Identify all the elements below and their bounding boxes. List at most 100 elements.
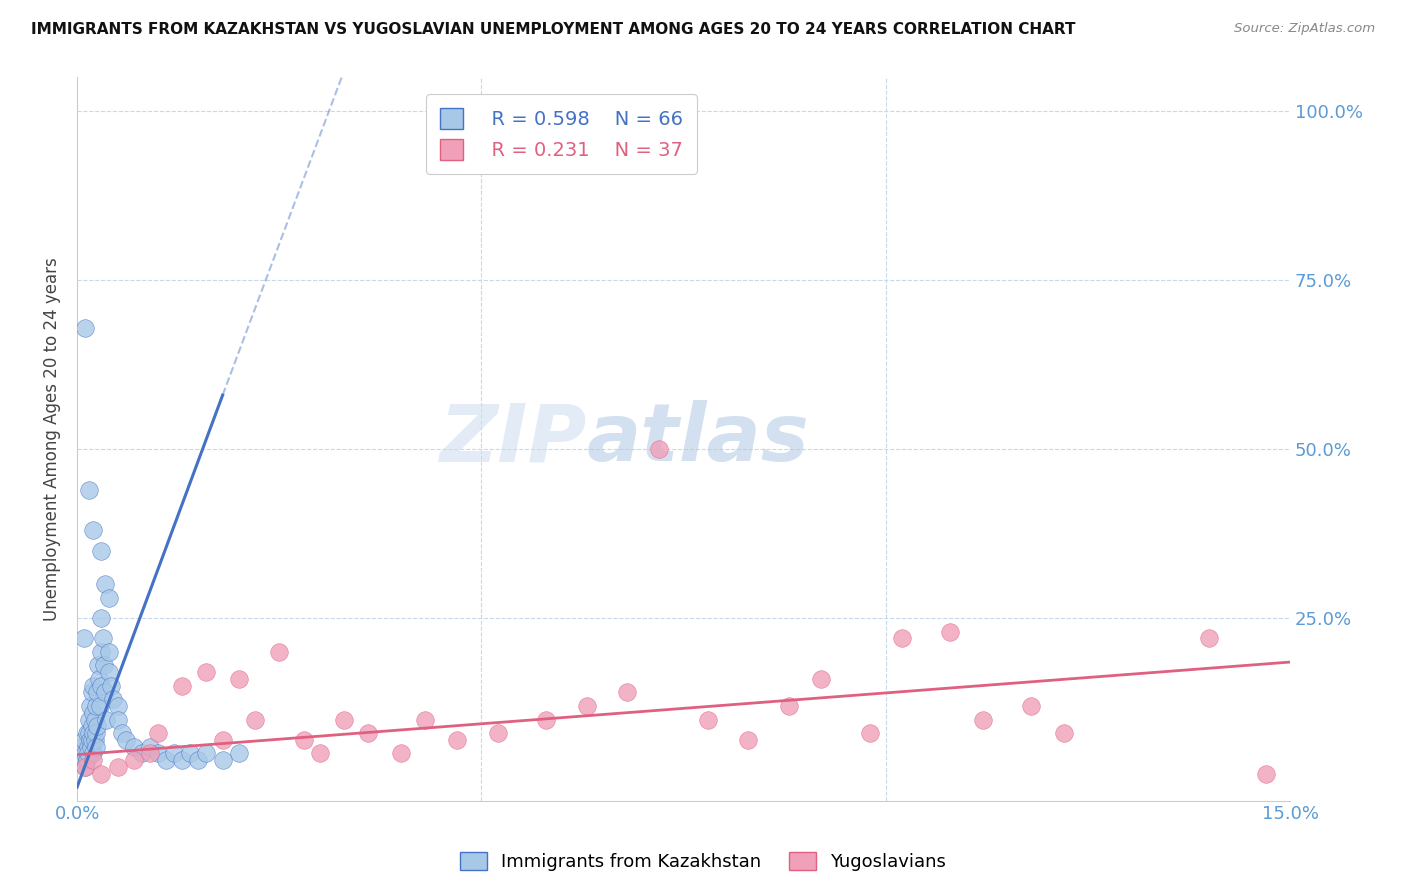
Point [1198, 632, 1220, 646]
Legend:   R = 0.598    N = 66,   R = 0.231    N = 37: R = 0.598 N = 66, R = 0.231 N = 37 [426, 95, 696, 174]
Point [98, 645, 121, 659]
Point [333, 713, 356, 727]
Text: Source: ZipAtlas.com: Source: ZipAtlas.com [1234, 22, 1375, 36]
Point [446, 732, 468, 747]
Point [80, 719, 103, 733]
Point [75, 747, 97, 761]
Point [90, 645, 112, 659]
Point [737, 732, 759, 747]
Point [86, 685, 108, 699]
Point [357, 726, 380, 740]
Point [98, 665, 121, 680]
Point [91, 632, 114, 646]
Point [87, 658, 110, 673]
Point [114, 732, 136, 747]
Point [84, 698, 107, 713]
Point [139, 747, 162, 761]
Point [1019, 698, 1042, 713]
Point [90, 766, 112, 780]
Point [77, 483, 100, 497]
Point [107, 760, 129, 774]
Point [76, 739, 98, 754]
Text: atlas: atlas [586, 400, 810, 478]
Point [858, 726, 880, 740]
Point [90, 543, 112, 558]
Point [179, 747, 201, 761]
Point [94, 577, 117, 591]
Point [75, 760, 97, 774]
Point [139, 739, 162, 754]
Text: IMMIGRANTS FROM KAZAKHSTAN VS YUGOSLAVIAN UNEMPLOYMENT AMONG AGES 20 TO 24 YEARS: IMMIGRANTS FROM KAZAKHSTAN VS YUGOSLAVIA… [31, 22, 1076, 37]
Point [82, 706, 104, 720]
Point [648, 442, 671, 457]
Point [972, 713, 994, 727]
Point [75, 320, 97, 334]
Point [195, 665, 218, 680]
Point [107, 713, 129, 727]
Point [90, 611, 112, 625]
Point [103, 692, 125, 706]
Point [211, 753, 233, 767]
Point [86, 739, 108, 754]
Point [187, 753, 209, 767]
Point [72, 732, 94, 747]
Point [100, 679, 122, 693]
Point [1254, 766, 1277, 780]
Point [107, 698, 129, 713]
Point [84, 726, 107, 740]
Point [86, 719, 108, 733]
Point [486, 726, 509, 740]
Point [146, 726, 169, 740]
Point [890, 632, 912, 646]
Point [82, 732, 104, 747]
Point [80, 685, 103, 699]
Point [82, 753, 104, 767]
Point [76, 753, 98, 767]
Point [575, 698, 598, 713]
Point [413, 713, 436, 727]
Point [70, 739, 93, 754]
Point [155, 753, 177, 767]
Point [82, 523, 104, 537]
Point [195, 747, 218, 761]
Point [79, 732, 101, 747]
Point [172, 753, 194, 767]
Point [269, 645, 291, 659]
Point [82, 726, 104, 740]
Text: ZIP: ZIP [439, 400, 586, 478]
Point [1052, 726, 1074, 740]
Point [292, 732, 315, 747]
Y-axis label: Unemployment Among Ages 20 to 24 years: Unemployment Among Ages 20 to 24 years [44, 257, 60, 621]
Point [98, 591, 121, 605]
Point [778, 698, 800, 713]
Point [696, 713, 718, 727]
Point [389, 747, 412, 761]
Point [243, 713, 266, 727]
Point [87, 672, 110, 686]
Point [308, 747, 330, 761]
Legend: Immigrants from Kazakhstan, Yugoslavians: Immigrants from Kazakhstan, Yugoslavians [453, 845, 953, 879]
Point [616, 685, 638, 699]
Point [172, 679, 194, 693]
Point [89, 698, 111, 713]
Point [79, 698, 101, 713]
Point [93, 658, 115, 673]
Point [110, 726, 132, 740]
Point [131, 747, 153, 761]
Point [82, 679, 104, 693]
Point [72, 632, 94, 646]
Point [77, 713, 100, 727]
Point [534, 713, 557, 727]
Point [77, 747, 100, 761]
Point [83, 732, 105, 747]
Point [122, 739, 145, 754]
Point [69, 747, 91, 761]
Point [80, 739, 103, 754]
Point [77, 726, 100, 740]
Point [211, 732, 233, 747]
Point [810, 672, 832, 686]
Point [83, 713, 105, 727]
Point [228, 747, 250, 761]
Point [163, 747, 186, 761]
Point [96, 713, 118, 727]
